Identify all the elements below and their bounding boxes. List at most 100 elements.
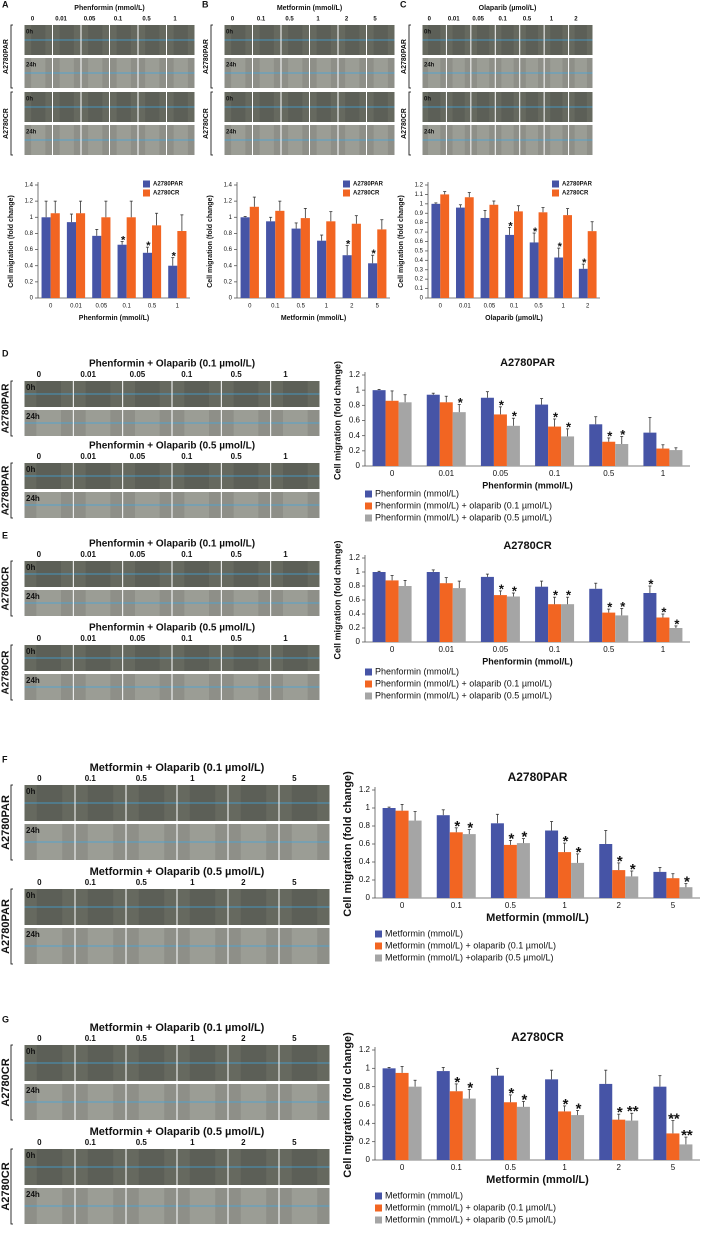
bar [589,588,603,642]
x-tick-label: 0.05 [493,469,509,478]
x-tick-label: 0.05 [493,645,509,654]
bracket [10,380,13,437]
x-tick-label: 1 [561,304,565,310]
significance-star: * [533,226,538,238]
bar [117,244,127,298]
bar [440,194,450,298]
bar [408,1086,422,1160]
x-tick-label: 0.1 [451,901,463,910]
y-tick-label: 0.6 [359,839,371,848]
y-tick-label: 0.8 [359,1082,371,1091]
y-tick-label: 0.7 [415,230,424,236]
significance-star: * [620,599,626,614]
y-axis-label: Cell migration (fold change) [342,1032,354,1178]
bar [599,844,613,898]
bar [439,402,453,466]
bar [452,588,466,642]
y-axis-label: Cell migration (fold change) [8,195,15,288]
y-tick-label: 0.8 [359,821,371,830]
bar [480,397,494,466]
column-label: 1 [283,370,288,379]
column-label: 2 [241,878,246,887]
significance-star: * [508,1085,514,1102]
column-label: 0.1 [257,17,266,23]
bar [452,412,466,466]
bar [615,615,629,642]
bar [615,444,629,466]
bar [587,231,597,298]
legend-label: A2780PAR [153,182,184,188]
column-label: 0.05 [130,370,146,379]
significance-star: * [620,427,626,442]
bar [602,612,616,642]
bar [535,404,549,466]
y-tick-label: 0.2 [224,279,233,285]
significance-star: * [566,588,572,603]
row-label: 0h [226,30,233,36]
x-tick-label: 0.1 [549,645,561,654]
y-tick-label: 0.8 [224,231,233,237]
column-label: 1 [190,1138,195,1147]
y-tick-label: 1.2 [349,553,361,562]
cell-line-label: A2780CR [401,108,408,139]
bracket [10,24,13,89]
significance-star: * [512,409,518,424]
row-label: 0h [26,1151,35,1160]
row-label: 24h [26,494,40,503]
significance-star: * [607,600,613,615]
column-label: 0 [37,634,42,643]
column-label: 0.1 [85,878,97,887]
panel-letter: A [2,0,9,9]
significance-star: * [576,1100,582,1117]
significance-star: * [607,428,613,443]
y-tick-label: 0 [356,461,361,470]
cell-line-label: A2780PAR [401,39,408,74]
cell-line-label: A2780CR [0,1162,12,1210]
bar [41,217,51,298]
row-label: 24h [424,63,435,69]
significance-star: * [454,1074,460,1091]
y-tick-label: 1.2 [224,199,233,205]
significance-star: * [684,874,690,891]
x-tick-label: 0.01 [459,304,471,310]
bar [101,217,111,298]
y-tick-label: 0.2 [359,875,371,884]
bar [506,596,520,642]
legend-label: Phenformin (mmol/L) + olaparib (0.5 µmol… [375,690,552,700]
legend-swatch [552,180,559,188]
bar [493,414,507,466]
y-tick-label: 0.6 [359,1100,371,1109]
legend-swatch [365,514,372,522]
significance-star: * [346,238,351,250]
significance-star: * [566,419,572,434]
legend-swatch [375,930,382,938]
x-tick-label: 0 [248,304,252,310]
bracket [408,91,411,156]
legend-label: Metformin (mmol/L) + olaparib (0.1 µmol/… [385,1202,556,1212]
image-title: Metformin + Olaparib (0.1 µmol/L) [90,1022,265,1034]
x-tick-label: 0.05 [484,304,496,310]
significance-star: * [661,604,667,619]
x-tick-label: 5 [671,1163,676,1172]
y-tick-label: 0.6 [224,247,233,253]
significance-star: * [499,581,505,596]
significance-star: * [172,251,177,263]
y-axis-label: Cell migration (fold change) [398,195,405,288]
row-label: 24h [226,63,237,69]
legend-swatch [365,680,372,688]
column-label: 0.01 [80,634,96,643]
x-tick-label: 5 [671,901,676,910]
panel-letter: D [2,348,9,358]
bar [368,263,378,298]
y-tick-label: 0.2 [359,1137,371,1146]
x-tick-label: 0.1 [549,469,561,478]
bar [625,1120,639,1160]
bar [643,432,657,466]
cell-line-label: A2780PAR [203,39,210,74]
x-tick-label: 1 [176,304,180,310]
bar [669,450,683,466]
cell-line-label: A2780CR [203,108,210,139]
y-tick-label: 0.4 [415,258,424,264]
bar [398,402,412,466]
image-title: Phenformin + Olaparib (0.1 µmol/L) [89,539,255,550]
